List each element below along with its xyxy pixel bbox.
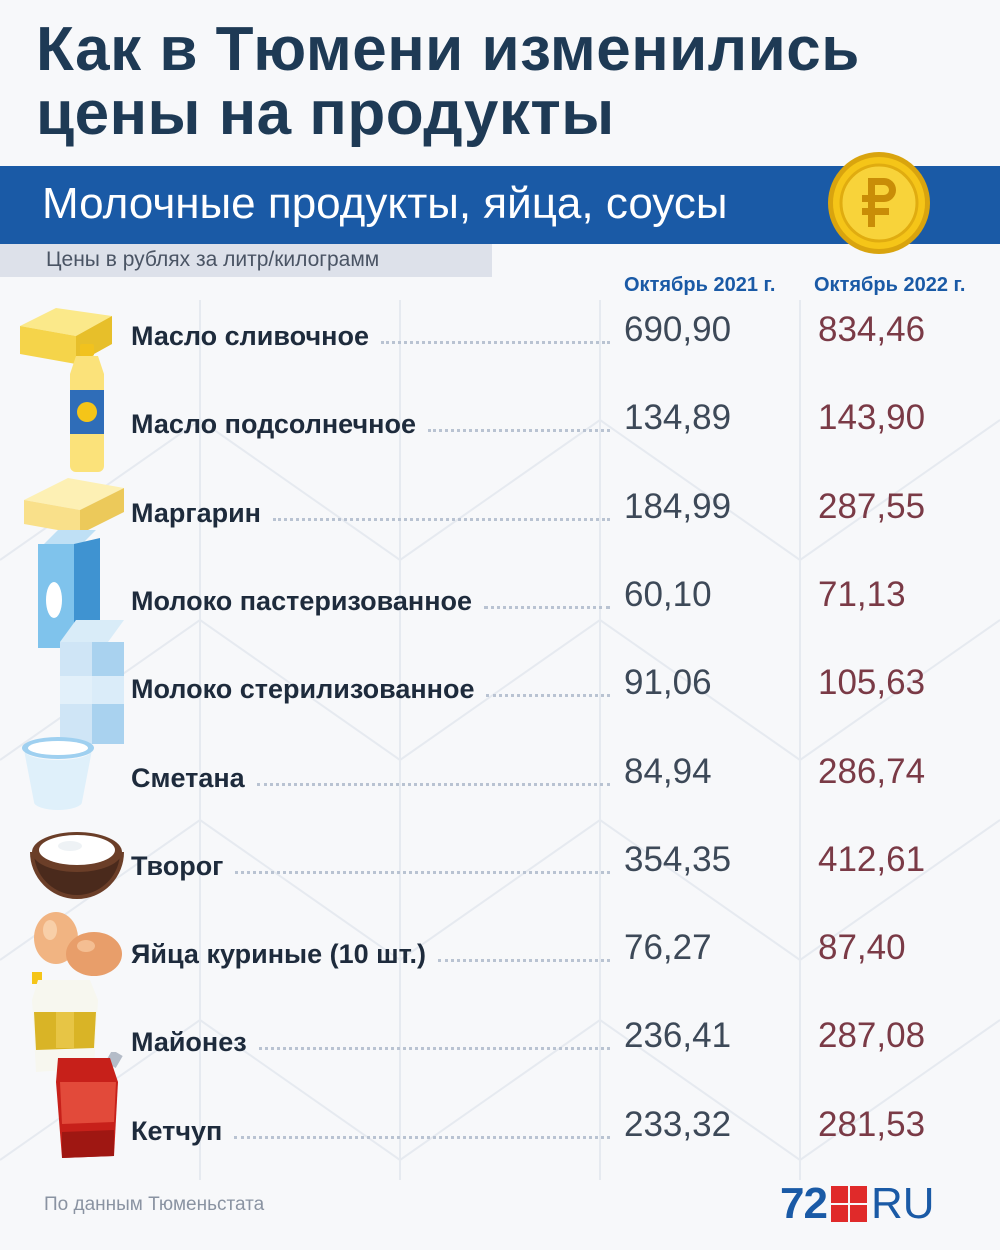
dot-leader (273, 517, 610, 522)
dot-leader (428, 429, 610, 433)
dot-leader (381, 341, 610, 345)
price-2022: 834,46 (818, 310, 926, 349)
price-2022: 105,63 (818, 663, 926, 703)
price-2022: 87,40 (818, 928, 906, 968)
price-2022: 287,08 (818, 1016, 926, 1056)
product-name: Масло подсолнечное (131, 409, 417, 440)
logo-square-icon (830, 1186, 867, 1222)
product-name: Молоко стерилизованное (131, 674, 475, 705)
product-name: Масло сливочное (131, 321, 369, 351)
price-2021: 184,99 (624, 486, 732, 526)
price-2021: 690,90 (624, 310, 732, 349)
units-note: Цены в рублях за литр/килограмм (46, 248, 380, 271)
milk-carton-icon-2 (60, 620, 124, 744)
site-logo: 72 RU (780, 1179, 935, 1228)
ruble-coin-icon (828, 152, 930, 254)
dot-leader (484, 605, 610, 610)
price-2021: 354,35 (624, 839, 732, 879)
price-2021: 84,94 (624, 751, 712, 791)
ketchup-pack-icon (56, 1052, 123, 1158)
dot-leader (234, 1135, 610, 1140)
oil-bottle-icon (70, 344, 104, 472)
mayonnaise-pack-icon (32, 972, 98, 1072)
price-row: Молоко пастеризованное 60,10 71,13 (0, 575, 1000, 667)
price-row: Молоко стерилизованное 91,06 105,63 (0, 663, 1000, 755)
page-title: Как в Тюмени изменились цены на продукты (36, 15, 860, 148)
price-row: Масло сливочное 690,90 834,46 (0, 310, 1000, 402)
column-header-2022: Октябрь 2022 г. (814, 274, 966, 296)
dot-leader (235, 870, 610, 875)
product-name: Творог (131, 850, 224, 881)
source-note: По данным Тюменьстата (44, 1194, 265, 1215)
dot-leader (486, 694, 610, 698)
price-2021: 134,89 (624, 398, 732, 438)
price-row: Масло подсолнечное 134,89 143,90 (0, 398, 1000, 490)
price-2022: 412,61 (818, 839, 926, 879)
price-row: Сметана 84,94 286,74 (0, 752, 1000, 844)
logo-number: 72 (780, 1179, 828, 1228)
price-2022: 286,74 (818, 751, 926, 791)
price-row: Творог 354,35 412,61 (0, 840, 1000, 932)
price-row: Яйца куриные (10 шт.) 76,27 87,40 (0, 928, 1000, 1020)
product-name: Яйца куриные (10 шт.) (131, 939, 426, 970)
price-2022: 71,13 (818, 574, 906, 614)
product-name: Сметана (131, 762, 245, 793)
dot-leader (438, 959, 610, 963)
price-2022: 287,55 (818, 486, 926, 526)
product-name: Кетчуп (131, 1115, 223, 1146)
sour-cream-cup-icon (22, 737, 94, 810)
price-2021: 236,41 (624, 1016, 732, 1056)
product-name: Маргарин (131, 497, 261, 528)
price-row: Кетчуп 233,32 281,53 (0, 1105, 1000, 1197)
price-2021: 233,32 (624, 1104, 732, 1144)
dot-leader (257, 782, 610, 787)
price-row: Майонез 236,41 287,08 (0, 1016, 1000, 1108)
price-2021: 91,06 (624, 663, 712, 703)
price-2022: 281,53 (818, 1104, 926, 1144)
product-name: Молоко пастеризованное (131, 585, 473, 616)
cottage-cheese-bowl-icon (30, 832, 124, 899)
units-note-band: Цены в рублях за литр/килограмм (0, 244, 492, 277)
price-2022: 143,90 (818, 398, 926, 438)
category-title: Молочные продукты, яйца, соусы (42, 179, 728, 228)
price-row: Маргарин 184,99 287,55 (0, 487, 1000, 579)
column-header-2021: Октябрь 2021 г. (624, 274, 776, 296)
price-2021: 60,10 (624, 574, 712, 614)
product-name: Майонез (131, 1027, 247, 1058)
price-2021: 76,27 (624, 928, 712, 968)
logo-suffix: RU (870, 1179, 935, 1228)
eggs-icon (34, 912, 122, 976)
margarine-icon (24, 478, 124, 534)
dot-leader (259, 1047, 610, 1051)
